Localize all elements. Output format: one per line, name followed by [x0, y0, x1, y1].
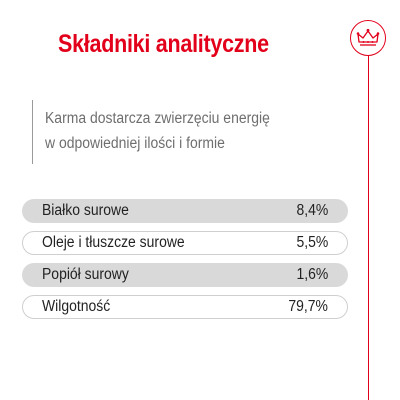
- page-title: Składniki analityczne: [58, 30, 269, 58]
- nutrient-row: Popiół surowy 1,6%: [22, 263, 348, 287]
- nutrient-row: Wilgotność 79,7%: [22, 295, 348, 319]
- brand-badge: [350, 20, 386, 56]
- nutrient-value: 5,5%: [296, 234, 328, 251]
- nutrient-label: Białko surowe: [42, 202, 129, 219]
- intro-block: Karma dostarcza zwierzęciu energię w odp…: [32, 100, 295, 164]
- nutrient-label: Popiół surowy: [42, 266, 129, 283]
- nutrient-list: Białko surowe 8,4% Oleje i tłuszcze suro…: [22, 199, 348, 327]
- accent-vertical-line: [368, 52, 369, 400]
- intro-line: w odpowiedniej ilości i formie: [45, 135, 225, 152]
- nutrient-value: 79,7%: [288, 298, 328, 315]
- nutrient-value: 8,4%: [296, 202, 328, 219]
- nutrient-row: Oleje i tłuszcze surowe 5,5%: [22, 231, 348, 255]
- crown-icon: [356, 28, 380, 46]
- nutrient-value: 1,6%: [296, 266, 328, 283]
- nutrient-label: Oleje i tłuszcze surowe: [42, 234, 185, 251]
- nutrient-row: Białko surowe 8,4%: [22, 199, 348, 223]
- nutrient-label: Wilgotność: [42, 298, 111, 315]
- intro-line: Karma dostarcza zwierzęciu energię: [45, 110, 270, 127]
